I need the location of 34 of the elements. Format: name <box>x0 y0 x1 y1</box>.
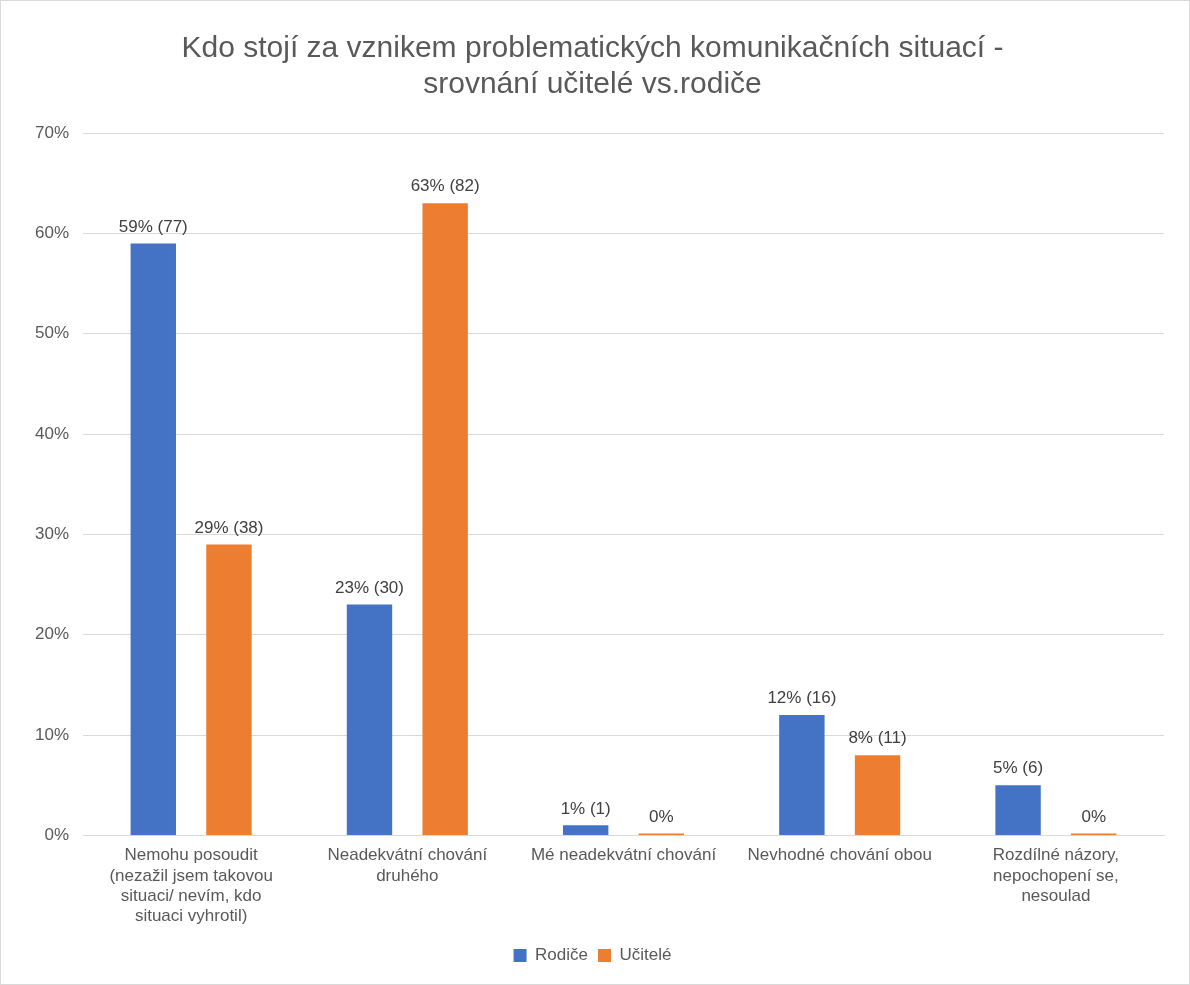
bar <box>562 825 609 835</box>
y-tick-label: 20% <box>34 624 70 644</box>
x-tick-label: Neadekvátní chování druhého <box>327 845 488 885</box>
data-label: 0% <box>649 806 674 826</box>
bar <box>779 714 825 835</box>
bar <box>995 785 1041 835</box>
y-tick-label: 50% <box>34 323 70 343</box>
x-tick-label: Nemohu posoudit (nezažil jsem takovou situaci/ nevím, kdo situaci vyhrotil) <box>109 845 273 926</box>
y-tick-label: 60% <box>34 223 70 243</box>
y-tick-label: 10% <box>34 724 70 744</box>
bar <box>422 203 468 835</box>
x-tick-label: Rozdílné názory, nepochopení se, nesoulad <box>992 845 1120 906</box>
bar <box>130 243 176 835</box>
y-tick-label: 40% <box>34 423 70 443</box>
y-tick-label: 0% <box>44 825 70 845</box>
chart-title: Kdo stojí za vznikem problematických komunikačních situací - srovnání učitelé vs.rodiče <box>181 30 1004 100</box>
data-label: 12% (16) <box>767 688 837 708</box>
y-tick-label: 70% <box>34 122 70 142</box>
bar <box>854 755 901 835</box>
legend-label: Rodiče <box>535 945 588 965</box>
data-label: 29% (38) <box>194 517 264 537</box>
x-tick-label: Mé neadekvátní chování <box>530 845 717 865</box>
legend-label: Učitelé <box>619 945 672 965</box>
data-label: 8% (11) <box>848 728 907 748</box>
data-label: 63% (82) <box>410 176 480 196</box>
x-tick-label: Nevhodné chování obou <box>747 845 932 865</box>
data-label: 59% (77) <box>118 216 188 236</box>
data-label: 1% (1) <box>560 798 611 818</box>
bar <box>206 544 252 835</box>
y-tick-label: 30% <box>34 524 70 544</box>
bar <box>346 604 393 835</box>
data-label: 5% (6) <box>993 758 1044 778</box>
data-label: 0% <box>1081 806 1107 826</box>
data-label: 23% (30) <box>334 577 404 597</box>
